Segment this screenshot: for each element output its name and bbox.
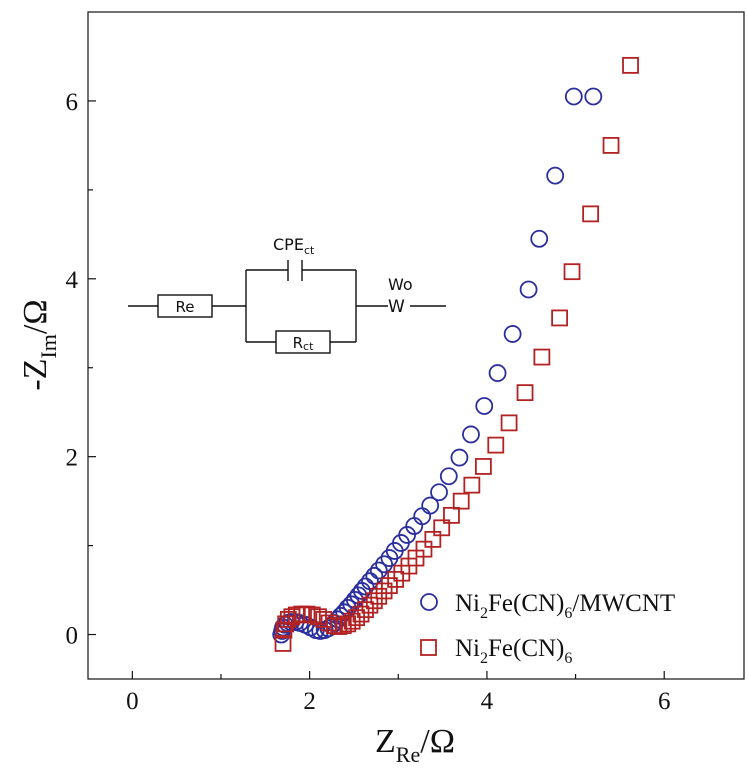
data-point-circle	[488, 364, 507, 382]
data-point-square	[365, 592, 383, 610]
data-point-square	[415, 540, 433, 558]
legend-label-plain: Ni2Fe(CN)6	[455, 635, 572, 667]
resistor-rct-label: Rct	[293, 334, 314, 353]
data-point-circle	[546, 166, 565, 185]
data-point-circle	[430, 483, 448, 502]
data-point-circle	[475, 397, 494, 415]
data-point-square	[443, 506, 460, 524]
warburg-symbol: W	[388, 297, 405, 317]
data-point-square	[474, 458, 492, 475]
data-point-square	[274, 635, 292, 652]
data-point-square	[370, 587, 388, 605]
legend: Ni2Fe(CN)6/MWCNT Ni2Fe(CN)6	[420, 590, 675, 667]
x-axis-ticks: 0 2 4 6	[126, 671, 670, 715]
y-axis-ticks: 0 2 4 6	[66, 89, 96, 650]
y-tick-label: 0	[66, 623, 79, 650]
data-point-circle	[369, 561, 388, 580]
data-point-square	[381, 577, 398, 595]
data-point-square	[361, 596, 379, 614]
data-point-circle	[375, 555, 393, 574]
data-point-square	[463, 476, 481, 494]
y-tick-label: 4	[66, 267, 79, 294]
data-point-square	[563, 263, 581, 281]
data-point-circle	[365, 566, 384, 585]
data-point-square	[602, 136, 620, 154]
data-point-square	[500, 414, 518, 432]
data-point-circle	[361, 572, 379, 591]
data-point-circle	[519, 280, 538, 299]
data-point-square	[424, 530, 442, 548]
plot-frame	[87, 11, 745, 680]
data-point-square	[357, 601, 374, 619]
series-plain-markers	[274, 56, 639, 652]
data-point-square	[582, 205, 600, 223]
data-point-circle	[413, 507, 432, 526]
legend-label-mwcnt: Ni2Fe(CN)6/MWCNT	[455, 590, 675, 622]
data-point-circle	[421, 496, 440, 515]
data-point-circle	[564, 87, 583, 106]
data-point-square	[310, 608, 327, 626]
data-point-square	[551, 309, 569, 327]
y-axis-title: -ZIm/Ω	[17, 299, 61, 390]
data-point-square	[452, 492, 470, 510]
data-point-square	[487, 436, 505, 454]
x-axis-title: ZRe/Ω	[375, 723, 455, 767]
resistor-re-label: Re	[176, 298, 195, 316]
y-tick-label: 6	[66, 89, 79, 116]
cpe-label: CPEct	[273, 235, 315, 257]
data-point-square	[533, 348, 551, 366]
data-point-square	[303, 606, 321, 624]
data-point-circle	[356, 577, 375, 596]
data-point-square	[387, 570, 405, 588]
data-point-square	[433, 519, 451, 537]
legend-marker-circle	[420, 593, 438, 611]
x-tick-label: 6	[658, 688, 671, 715]
data-point-circle	[450, 448, 469, 467]
x-tick-label: 0	[126, 688, 139, 715]
warburg-label: Wo	[388, 275, 413, 294]
data-point-circle	[530, 229, 549, 248]
x-tick-label: 4	[481, 688, 494, 715]
data-point-square	[339, 615, 357, 633]
data-point-circle	[503, 325, 522, 343]
data-point-circle	[462, 425, 480, 444]
data-point-square	[516, 384, 534, 402]
legend-marker-square	[420, 639, 437, 656]
data-point-square	[375, 582, 393, 600]
data-point-square	[352, 605, 370, 623]
y-tick-label: 2	[66, 445, 79, 472]
data-point-circle	[439, 467, 458, 486]
data-point-square	[622, 56, 639, 74]
x-tick-label: 2	[303, 688, 316, 715]
equivalent-circuit-inset	[128, 260, 446, 354]
data-point-circle	[584, 87, 603, 106]
series-mwcnt-markers	[272, 87, 603, 644]
